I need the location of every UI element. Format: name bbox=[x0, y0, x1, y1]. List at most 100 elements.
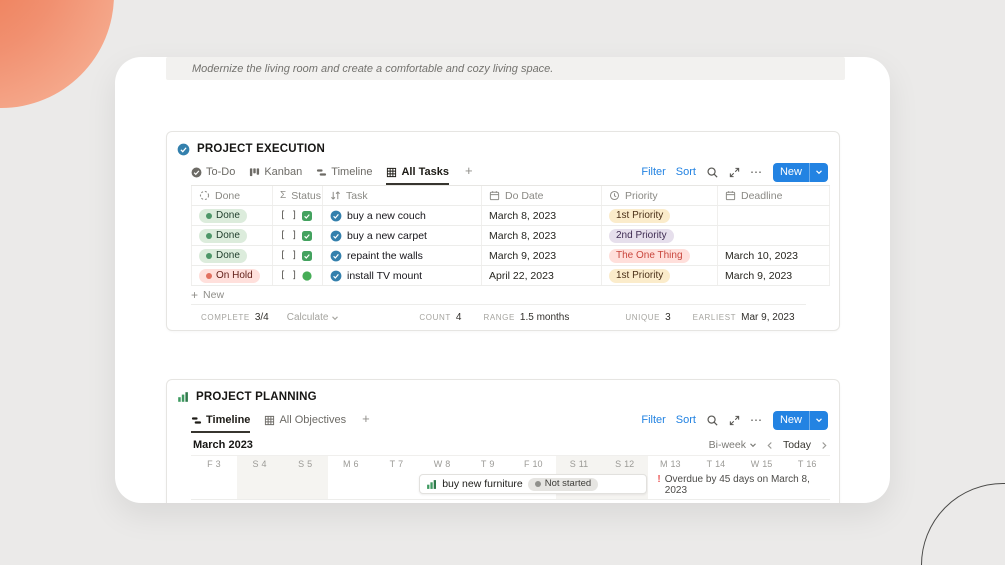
timeline-task-bar[interactable]: buy new furniture Not started bbox=[419, 474, 648, 494]
view-tab-to-do[interactable]: To-Do bbox=[191, 161, 235, 185]
table-view-icon bbox=[264, 415, 275, 426]
view-tab-kanban[interactable]: Kanban bbox=[249, 161, 302, 185]
stat-label: UNIQUE bbox=[625, 313, 661, 322]
next-period-icon[interactable] bbox=[820, 441, 828, 450]
cell-deadline[interactable]: March 9, 2023 bbox=[718, 266, 830, 285]
cell-deadline[interactable] bbox=[718, 206, 830, 225]
stat-value: 4 bbox=[455, 312, 462, 323]
chevron-down-icon[interactable] bbox=[810, 168, 828, 176]
cell-status-formula[interactable]: [ ] bbox=[273, 266, 323, 285]
view-tab-timeline[interactable]: Timeline bbox=[191, 409, 251, 433]
cell-priority[interactable]: 2nd Priority bbox=[602, 226, 718, 245]
cell-do-date[interactable]: March 9, 2023 bbox=[482, 246, 602, 265]
cell-priority[interactable]: 1st Priority bbox=[602, 206, 718, 225]
overdue-text: Overdue by 45 days on March 8, 2023 bbox=[664, 474, 810, 496]
column-header-priority[interactable]: Priority bbox=[602, 186, 718, 205]
cell-status-formula[interactable]: [ ] bbox=[273, 226, 323, 245]
tab-label: Timeline bbox=[206, 414, 251, 426]
new-button[interactable]: New bbox=[772, 410, 828, 430]
formula-text: [ ] bbox=[280, 250, 298, 261]
weekend-band bbox=[236, 456, 283, 500]
view-tabs: Timeline All Objectives + bbox=[191, 407, 372, 433]
cell-priority[interactable]: 1st Priority bbox=[602, 266, 718, 285]
prev-period-icon[interactable] bbox=[766, 441, 774, 450]
cell-deadline[interactable]: March 10, 2023 bbox=[718, 246, 830, 265]
expand-icon[interactable] bbox=[729, 167, 740, 178]
chevron-down-icon[interactable] bbox=[810, 416, 828, 424]
day-letter: F bbox=[207, 458, 213, 469]
notion-page-card: Modernize the living room and create a c… bbox=[115, 57, 890, 503]
search-icon[interactable] bbox=[706, 414, 719, 427]
cell-done[interactable]: Done bbox=[191, 206, 273, 225]
table-row[interactable]: Done [ ] buy a new carpet March 8, 2023 2nd … bbox=[191, 226, 830, 246]
sort-button[interactable]: Sort bbox=[675, 166, 696, 178]
stat-value: 3 bbox=[665, 312, 671, 323]
day-header-s-12: S 12 bbox=[602, 456, 648, 471]
cell-do-date[interactable]: March 8, 2023 bbox=[482, 206, 602, 225]
timeline-body[interactable]: buy new furniture Not started ! Overdue … bbox=[191, 471, 830, 500]
decorative-circle-outline bbox=[921, 483, 1005, 565]
cell-done[interactable]: Done bbox=[191, 246, 273, 265]
view-tab-all-tasks[interactable]: All Tasks bbox=[386, 161, 449, 185]
column-header-status[interactable]: Σ Status bbox=[273, 186, 323, 205]
add-view-button[interactable]: + bbox=[362, 410, 370, 426]
table-row[interactable]: On Hold [ ] install TV mount April 22, 2023… bbox=[191, 266, 830, 286]
stat-value: 1.5 months bbox=[519, 312, 570, 323]
column-header-task[interactable]: Task bbox=[323, 186, 482, 205]
cell-priority[interactable]: The One Thing bbox=[602, 246, 718, 265]
task-title: install TV mount bbox=[347, 269, 423, 282]
calculate-dropdown[interactable]: Calculate bbox=[287, 312, 340, 323]
filter-button[interactable]: Filter bbox=[641, 166, 666, 178]
zoom-level-select[interactable]: Bi-week bbox=[709, 439, 757, 451]
day-letter: S bbox=[298, 458, 305, 469]
filter-button[interactable]: Filter bbox=[641, 414, 666, 426]
check-emoji-icon bbox=[302, 210, 313, 221]
new-button[interactable]: New bbox=[772, 162, 828, 182]
column-header-deadline[interactable]: Deadline bbox=[718, 186, 830, 205]
today-button[interactable]: Today bbox=[782, 439, 811, 451]
new-row-button[interactable]: + New bbox=[191, 286, 806, 305]
cell-task[interactable]: buy a new couch bbox=[323, 206, 482, 225]
cell-done[interactable]: Done bbox=[191, 226, 273, 245]
plus-icon: + bbox=[191, 288, 199, 302]
expand-icon[interactable] bbox=[729, 415, 740, 426]
view-tab-all-objectives[interactable]: All Objectives bbox=[264, 409, 346, 433]
sort-button[interactable]: Sort bbox=[675, 414, 696, 426]
footer-stat-complete[interactable]: COMPLETE 3/4 bbox=[201, 312, 269, 323]
decorative-orange-blob bbox=[0, 0, 114, 108]
cell-task[interactable]: repaint the walls bbox=[323, 246, 482, 265]
view-tab-timeline[interactable]: Timeline bbox=[316, 161, 372, 185]
more-options-button[interactable]: ⋯ bbox=[749, 165, 763, 179]
column-header-do-date[interactable]: Do Date bbox=[482, 186, 602, 205]
status-dot bbox=[206, 272, 212, 279]
chevron-down-icon bbox=[749, 441, 757, 449]
table-row[interactable]: Done [ ] repaint the walls March 9, 2023 The… bbox=[191, 246, 830, 266]
cell-done[interactable]: On Hold bbox=[191, 266, 273, 285]
footer-stat-earliest[interactable]: EARLIEST Mar 9, 2023 bbox=[693, 312, 795, 323]
search-icon[interactable] bbox=[706, 166, 719, 179]
todo-view-icon bbox=[191, 167, 202, 178]
page-description-text: Modernize the living room and create a c… bbox=[192, 62, 554, 75]
cell-deadline[interactable] bbox=[718, 226, 830, 245]
tab-label: To-Do bbox=[206, 166, 236, 178]
cell-status-formula[interactable]: [ ] bbox=[273, 246, 323, 265]
blue-check-page-icon bbox=[177, 143, 190, 156]
footer-stat-count[interactable]: COUNT 4 bbox=[419, 312, 461, 323]
add-view-button[interactable]: + bbox=[464, 162, 473, 178]
footer-stat-unique[interactable]: UNIQUE 3 bbox=[625, 312, 670, 323]
new-row-button[interactable]: + New bbox=[191, 502, 839, 503]
cell-do-date[interactable]: April 22, 2023 bbox=[482, 266, 602, 285]
column-label: Priority bbox=[625, 189, 658, 202]
table-row[interactable]: Done [ ] buy a new couch March 8, 2023 1st P… bbox=[191, 206, 830, 226]
footer-stat-range[interactable]: RANGE 1.5 months bbox=[483, 312, 569, 323]
timeline-task-title: buy new furniture bbox=[442, 478, 523, 490]
cell-task[interactable]: install TV mount bbox=[323, 266, 482, 285]
cell-task[interactable]: buy a new carpet bbox=[323, 226, 482, 245]
column-label: Done bbox=[215, 189, 241, 202]
column-header-done[interactable]: Done bbox=[191, 186, 273, 205]
cell-do-date[interactable]: March 8, 2023 bbox=[482, 226, 602, 245]
more-options-button[interactable]: ⋯ bbox=[749, 413, 763, 427]
cell-status-formula[interactable]: [ ] bbox=[273, 206, 323, 225]
